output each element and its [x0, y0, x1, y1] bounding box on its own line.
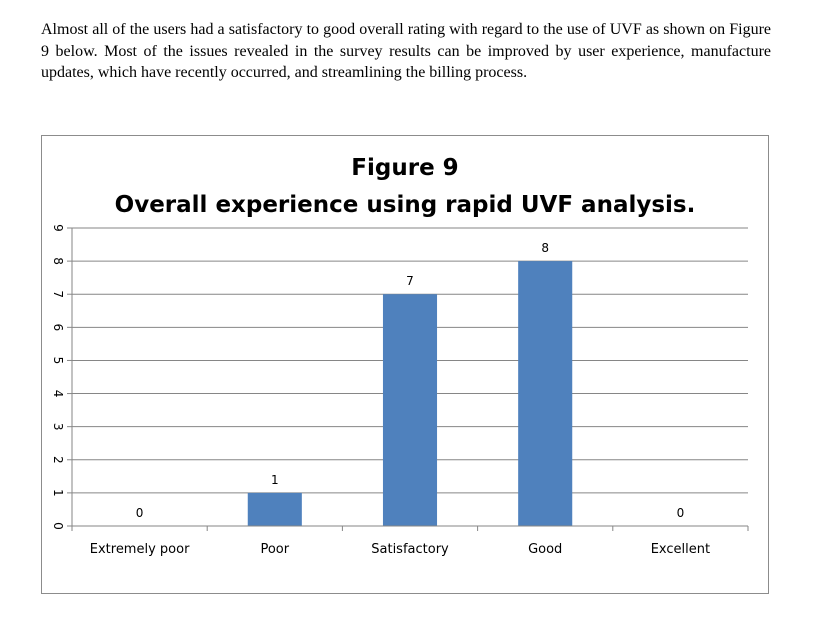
y-tick-label: 3: [51, 423, 65, 431]
intro-paragraph: Almost all of the users had a satisfacto…: [41, 21, 771, 81]
x-category-label: Poor: [260, 542, 289, 557]
chart-title: Figure 9: [351, 155, 458, 181]
data-label: 8: [541, 241, 549, 255]
data-label: 0: [136, 506, 144, 520]
x-category-label: Satisfactory: [371, 542, 449, 557]
y-tick-label: 1: [51, 489, 65, 497]
bar-good: [518, 261, 573, 526]
x-category-label: Extremely poor: [90, 542, 190, 557]
y-tick-label: 9: [51, 224, 65, 232]
y-tick-label: 7: [51, 290, 65, 298]
data-label: 1: [271, 473, 279, 487]
data-label: 0: [677, 506, 685, 520]
data-label: 7: [406, 274, 414, 288]
y-tick-label: 2: [51, 456, 65, 464]
x-category-label: Good: [528, 542, 562, 557]
y-tick-label: 5: [51, 357, 65, 365]
y-tick-label: 8: [51, 257, 65, 265]
y-tick-label: 6: [51, 324, 65, 332]
bar-poor: [247, 492, 302, 526]
y-tick-label: 4: [51, 390, 65, 398]
y-tick-label: 0: [51, 522, 65, 530]
chart-subtitle: Overall experience using rapid UVF analy…: [115, 192, 696, 218]
bar-satisfactory: [382, 294, 438, 526]
x-category-label: Excellent: [651, 542, 710, 557]
